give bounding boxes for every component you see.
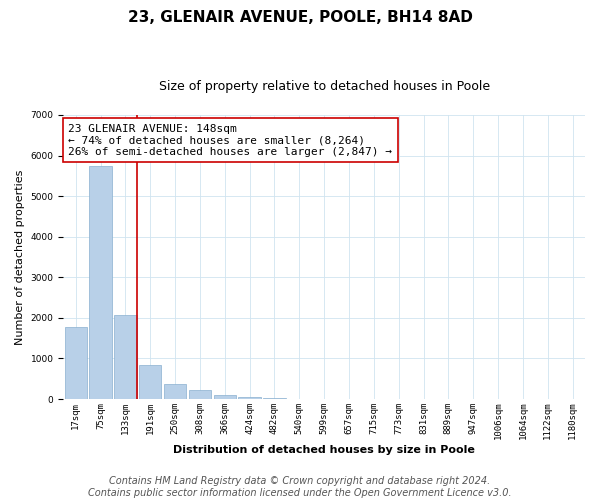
Title: Size of property relative to detached houses in Poole: Size of property relative to detached ho…: [158, 80, 490, 93]
Bar: [214, 395, 236, 399]
Text: Contains HM Land Registry data © Crown copyright and database right 2024.
Contai: Contains HM Land Registry data © Crown c…: [88, 476, 512, 498]
Bar: [139, 366, 161, 399]
Bar: [189, 390, 211, 399]
Bar: [238, 396, 261, 399]
Bar: [114, 316, 137, 399]
Bar: [263, 398, 286, 399]
Bar: [65, 327, 87, 399]
X-axis label: Distribution of detached houses by size in Poole: Distribution of detached houses by size …: [173, 445, 475, 455]
Y-axis label: Number of detached properties: Number of detached properties: [15, 170, 25, 344]
Text: 23 GLENAIR AVENUE: 148sqm
← 74% of detached houses are smaller (8,264)
26% of se: 23 GLENAIR AVENUE: 148sqm ← 74% of detac…: [68, 124, 392, 156]
Bar: [89, 166, 112, 399]
Text: 23, GLENAIR AVENUE, POOLE, BH14 8AD: 23, GLENAIR AVENUE, POOLE, BH14 8AD: [128, 10, 472, 25]
Bar: [164, 384, 186, 399]
